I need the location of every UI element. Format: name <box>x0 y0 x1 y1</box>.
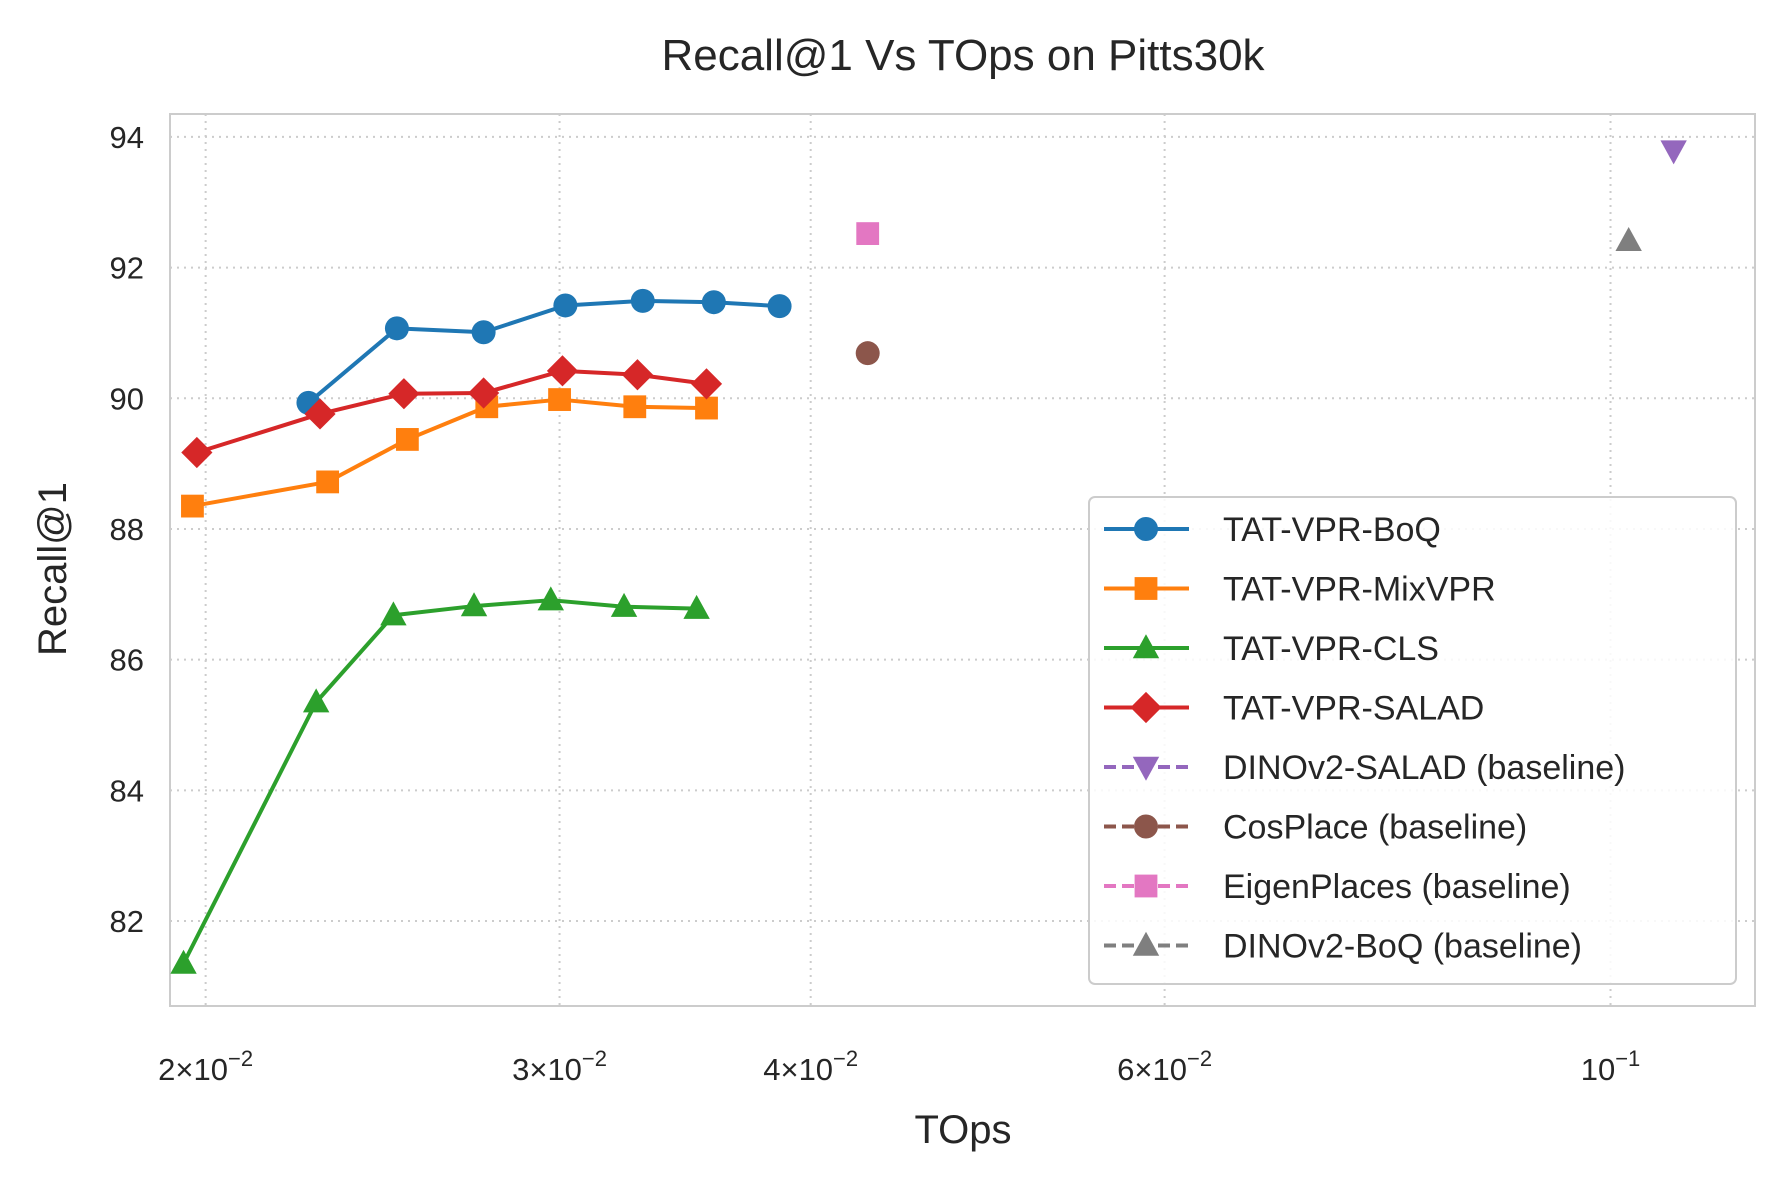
legend-label: DINOv2-SALAD (baseline) <box>1223 749 1625 787</box>
data-point <box>855 341 880 366</box>
legend-item: EigenPlaces (baseline) <box>1104 868 1571 906</box>
x-tick-label: 6×10−2 <box>1117 1046 1212 1087</box>
legend-label: EigenPlaces (baseline) <box>1223 868 1571 906</box>
series-cosplace-baseline <box>855 341 880 366</box>
data-point <box>690 368 723 400</box>
legend-marker <box>1132 634 1160 659</box>
series-tat-vpr-salad <box>181 355 723 469</box>
plot-area-frame <box>169 113 1756 1007</box>
y-tick-label: 84 <box>110 773 144 808</box>
x-tick-label: 2×10−2 <box>158 1046 253 1087</box>
data-point <box>181 494 204 518</box>
data-point <box>553 293 578 318</box>
data-point <box>304 398 336 430</box>
y-tick-label: 86 <box>110 643 144 678</box>
data-point <box>395 428 419 451</box>
data-point <box>630 288 655 313</box>
y-tick-label: 90 <box>110 381 144 416</box>
data-point <box>1660 140 1687 165</box>
data-point <box>471 320 496 345</box>
legend-label: TAT-VPR-CLS <box>1223 630 1439 668</box>
data-point <box>388 378 420 410</box>
data-point <box>380 601 407 626</box>
legend-marker <box>1130 691 1162 724</box>
data-point <box>170 949 197 974</box>
legend-marker <box>1134 874 1158 898</box>
data-point <box>610 592 638 617</box>
legend-label: TAT-VPR-SALAD <box>1223 690 1484 728</box>
data-point <box>546 355 579 387</box>
data-point <box>537 586 564 611</box>
legend-marker <box>1134 577 1158 600</box>
legend-label: DINOv2-BoQ (baseline) <box>1223 928 1582 966</box>
data-point <box>468 377 500 409</box>
series-tat-vpr-cls <box>170 586 710 974</box>
data-point <box>695 396 718 420</box>
data-point <box>316 470 340 494</box>
legend-label: TAT-VPR-MixVPR <box>1223 571 1496 609</box>
series-tat-vpr-mixvpr <box>181 388 718 518</box>
y-tick-label: 88 <box>110 512 144 547</box>
legend-box <box>1088 496 1737 985</box>
data-point <box>302 688 330 713</box>
legend-item: TAT-VPR-SALAD <box>1104 690 1484 728</box>
legend-item: TAT-VPR-CLS <box>1104 630 1439 668</box>
series-dinov2-salad-baseline <box>1660 140 1687 165</box>
data-point <box>767 294 792 319</box>
y-tick-label: 82 <box>110 904 144 939</box>
legend-item: TAT-VPR-BoQ <box>1104 511 1441 549</box>
legend-label: CosPlace (baseline) <box>1223 809 1527 847</box>
series-eigenplaces-baseline <box>856 222 880 245</box>
y-axis-label: Recall@1 <box>31 482 75 656</box>
x-tick-label: 3×10−2 <box>512 1046 607 1087</box>
legend-marker <box>1132 756 1160 781</box>
legend-item: DINOv2-BoQ (baseline) <box>1104 928 1582 966</box>
data-point <box>181 436 213 469</box>
legend-marker <box>1134 517 1158 541</box>
legend-marker <box>1134 814 1158 839</box>
series-dinov2-boq-baseline <box>1615 226 1642 251</box>
legend-label: TAT-VPR-BoQ <box>1223 511 1441 549</box>
y-tick-label: 94 <box>110 120 144 155</box>
data-point <box>384 316 409 341</box>
data-point <box>683 594 710 619</box>
legend-marker <box>1132 931 1160 956</box>
y-tick-label: 92 <box>110 251 144 286</box>
data-series <box>170 140 1687 974</box>
data-point <box>623 395 647 419</box>
data-point <box>1615 226 1642 251</box>
legend-item: DINOv2-SALAD (baseline) <box>1104 749 1625 787</box>
data-point <box>548 388 571 411</box>
data-point <box>621 359 654 391</box>
legend-item: CosPlace (baseline) <box>1104 809 1527 847</box>
x-tick-label: 4×10−2 <box>763 1046 858 1087</box>
data-point <box>460 592 488 617</box>
chart-title: Recall@1 Vs TOps on Pitts30k <box>661 31 1265 80</box>
legend-item: TAT-VPR-MixVPR <box>1104 571 1496 609</box>
x-axis-label: TOps <box>914 1108 1011 1152</box>
x-tick-label: 10−1 <box>1581 1046 1641 1087</box>
data-point <box>856 222 880 245</box>
data-point <box>701 290 726 315</box>
axis-ticks: 82 84 86 88 90 92 94 2×10−2 3×10−2 4×10−2 6×10−2 10… <box>110 120 1641 1087</box>
legend: TAT-VPR-BoQ TAT-VPR-MixVPR TAT-VPR-CLS TAT-… <box>1088 496 1737 985</box>
